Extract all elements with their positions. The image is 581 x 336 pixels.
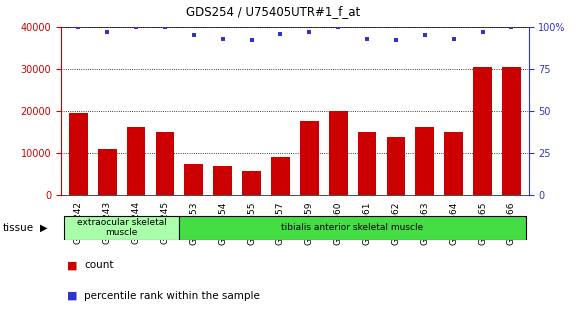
Point bbox=[449, 36, 458, 41]
Bar bbox=[213, 166, 232, 195]
Text: ▶: ▶ bbox=[40, 223, 47, 233]
Point bbox=[420, 33, 429, 38]
Bar bbox=[386, 137, 406, 195]
Bar bbox=[69, 113, 88, 195]
Text: percentile rank within the sample: percentile rank within the sample bbox=[84, 291, 260, 301]
Point bbox=[507, 24, 516, 30]
Bar bbox=[156, 132, 174, 195]
Bar bbox=[242, 170, 261, 195]
Point bbox=[478, 29, 487, 35]
Text: ■: ■ bbox=[67, 291, 77, 301]
Point bbox=[247, 38, 256, 43]
Point bbox=[74, 24, 83, 30]
Bar bbox=[127, 127, 145, 195]
Point bbox=[189, 33, 199, 38]
Point bbox=[218, 36, 227, 41]
Bar bbox=[271, 157, 290, 195]
Bar bbox=[329, 111, 347, 195]
Bar bbox=[415, 127, 434, 195]
Bar bbox=[444, 132, 463, 195]
Point bbox=[304, 29, 314, 35]
Text: extraocular skeletal
muscle: extraocular skeletal muscle bbox=[77, 218, 167, 237]
Point bbox=[333, 24, 343, 30]
Text: GDS254 / U75405UTR#1_f_at: GDS254 / U75405UTR#1_f_at bbox=[186, 5, 360, 18]
Point bbox=[363, 36, 372, 41]
FancyBboxPatch shape bbox=[180, 216, 526, 240]
Bar bbox=[502, 67, 521, 195]
Bar bbox=[358, 132, 376, 195]
Point bbox=[160, 24, 170, 30]
Point bbox=[103, 29, 112, 35]
Bar bbox=[98, 149, 117, 195]
Text: count: count bbox=[84, 260, 114, 270]
Text: tibialis anterior skeletal muscle: tibialis anterior skeletal muscle bbox=[281, 223, 424, 232]
Bar bbox=[184, 164, 203, 195]
Point bbox=[131, 24, 141, 30]
FancyBboxPatch shape bbox=[64, 216, 180, 240]
Text: ■: ■ bbox=[67, 260, 77, 270]
Point bbox=[391, 38, 400, 43]
Point bbox=[276, 31, 285, 36]
Text: tissue: tissue bbox=[3, 223, 34, 233]
Bar bbox=[300, 121, 318, 195]
Bar bbox=[473, 67, 492, 195]
